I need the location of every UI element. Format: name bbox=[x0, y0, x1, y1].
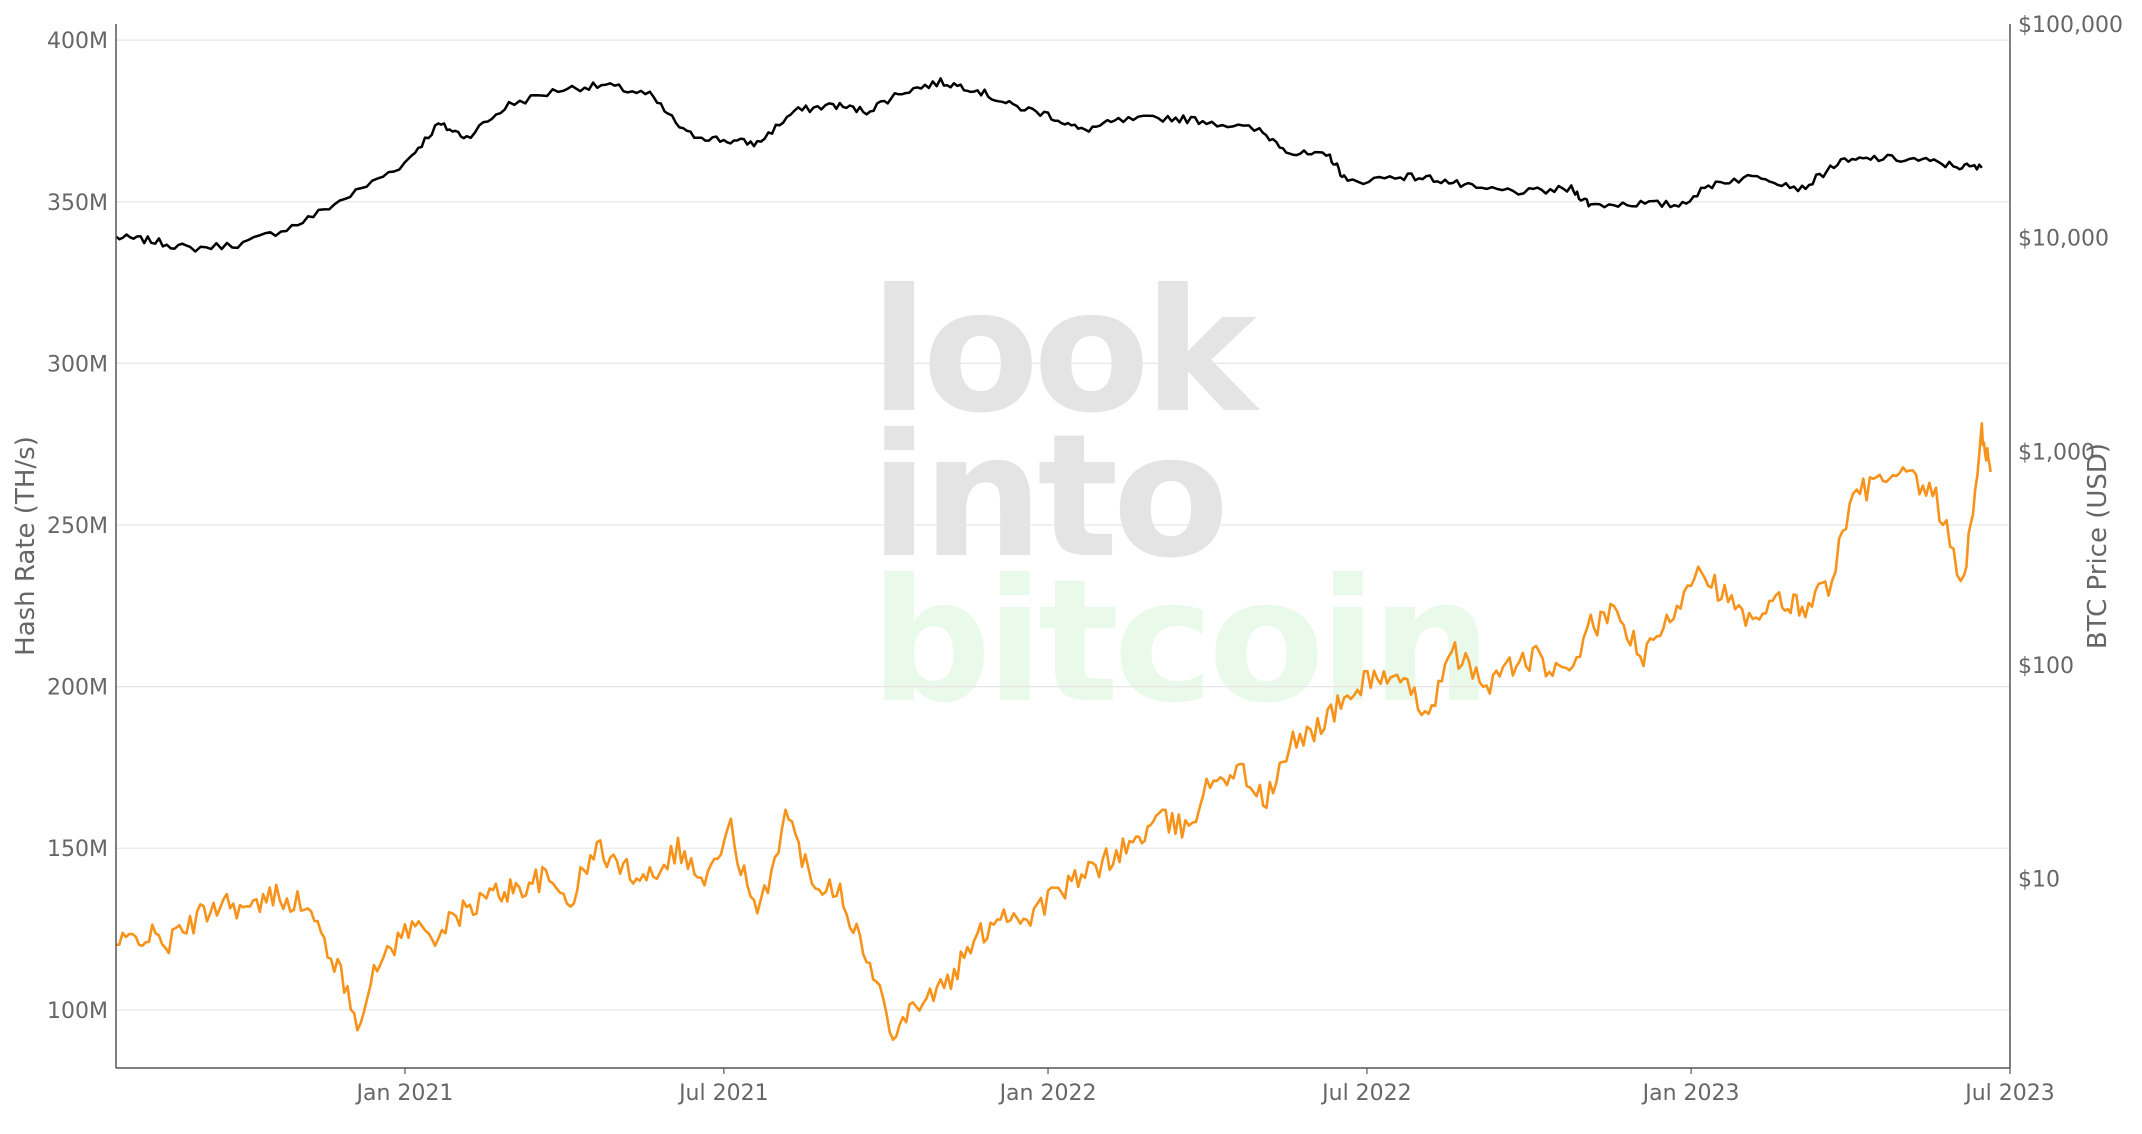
x-tick-label: Jul 2022 bbox=[1320, 1081, 1412, 1106]
y-left-tick-label: 250M bbox=[47, 514, 108, 539]
series-line-orange bbox=[116, 422, 1992, 1041]
y-left-tick-label: 300M bbox=[47, 352, 108, 377]
y-right-tick-label: $100 bbox=[2018, 654, 2074, 679]
watermark-look: look bbox=[870, 253, 1261, 451]
x-tick-label: Jan 2022 bbox=[998, 1081, 1097, 1106]
x-tick-label: Jul 2023 bbox=[1963, 1081, 2055, 1106]
y-left-axis-title: Hash Rate (TH/s) bbox=[11, 436, 41, 656]
y-left-tick-label: 100M bbox=[47, 999, 108, 1024]
watermark: look into bitcoin bbox=[870, 253, 1492, 741]
y-right-tick-labels: $10 $100 $1,000 $10,000 $100,000 bbox=[2018, 13, 2123, 893]
series-layer bbox=[115, 77, 1992, 1041]
x-tick-label: Jan 2023 bbox=[1641, 1081, 1740, 1106]
y-right-tick-label: $10,000 bbox=[2018, 227, 2109, 252]
y-right-tick-label: $10 bbox=[2018, 868, 2060, 893]
gridlines bbox=[116, 39, 2010, 1011]
axes bbox=[115, 24, 2011, 1069]
y-right-tick-label: $1,000 bbox=[2018, 440, 2095, 465]
x-tick-label: Jan 2021 bbox=[354, 1081, 453, 1106]
x-tick-labels: Jan 2021 Jul 2021 Jan 2022 Jul 2022 Jan 2023… bbox=[354, 1068, 2055, 1106]
y-right-axis-title: BTC Price (USD) bbox=[2083, 443, 2113, 649]
y-right-tick-label: $100,000 bbox=[2018, 13, 2123, 38]
y-left-tick-label: 200M bbox=[47, 676, 108, 701]
y-left-tick-label: 400M bbox=[47, 29, 108, 54]
watermark-into: into bbox=[870, 398, 1223, 596]
y-left-tick-labels: 100M 150M 200M 250M 300M 350M 400M bbox=[47, 29, 108, 1024]
series-line-black bbox=[115, 77, 1983, 253]
x-tick-label: Jul 2021 bbox=[677, 1081, 769, 1106]
y-left-tick-label: 350M bbox=[47, 191, 108, 216]
y-left-tick-label: 150M bbox=[47, 837, 108, 862]
watermark-bitcoin: bitcoin bbox=[870, 543, 1486, 741]
